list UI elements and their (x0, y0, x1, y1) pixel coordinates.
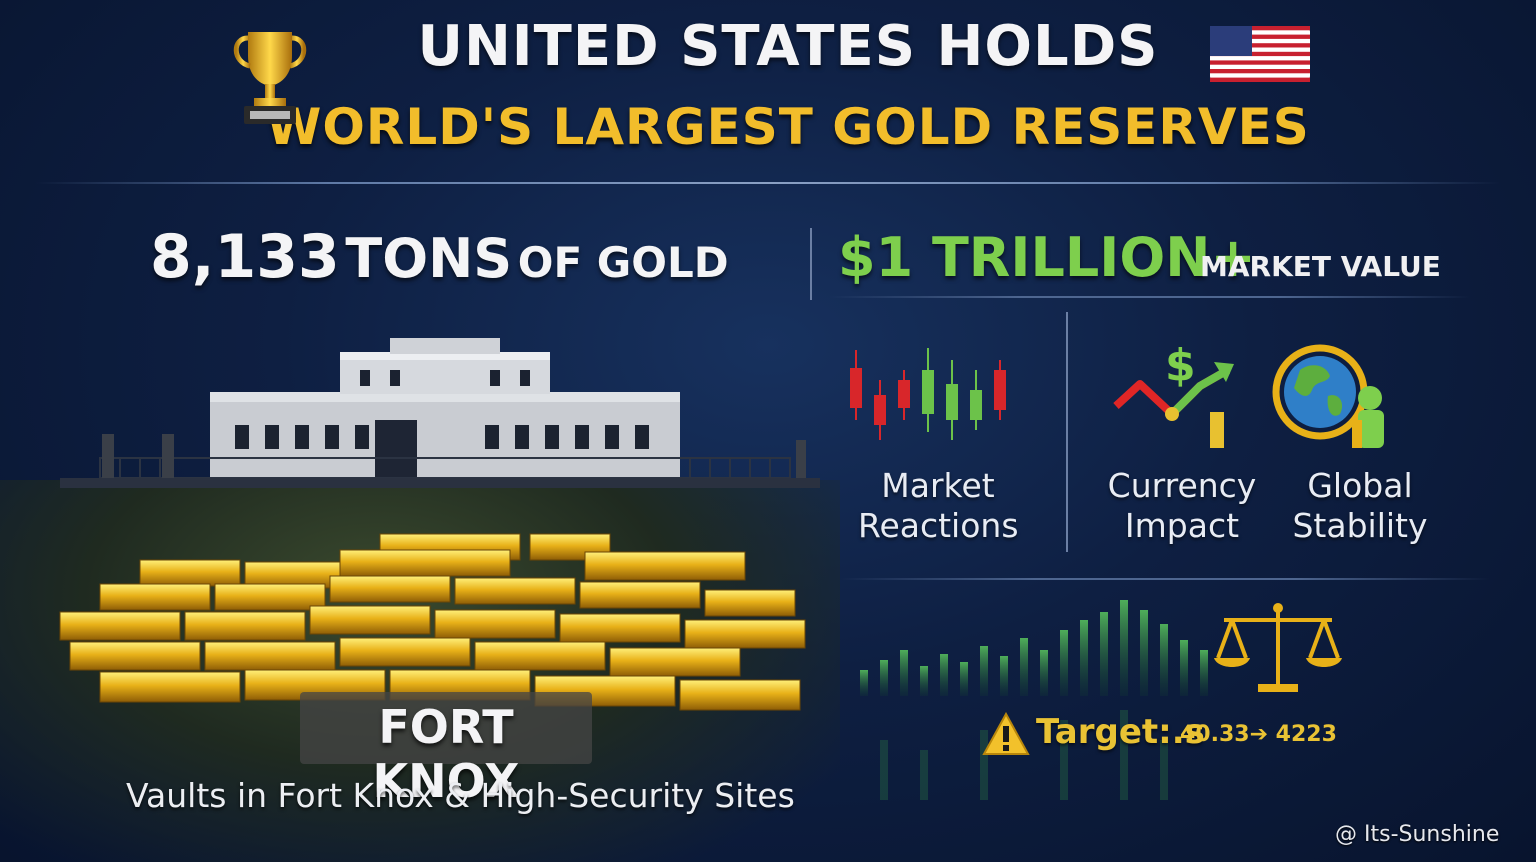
tons-number: 8,133 (150, 222, 340, 292)
target-values: 40.33➔ 4223 (1180, 722, 1337, 747)
us-flag-icon (1210, 26, 1310, 82)
stats-underline (830, 296, 1470, 298)
market-value-amount: $1 TRILLION+ (838, 226, 1256, 289)
tons-stat: 8,133 TONS OF GOLD (150, 222, 729, 292)
watermark: ⮖ @ Its-Sunshine (1328, 822, 1499, 847)
candlestick-chart-icon (840, 340, 1020, 450)
impact-label-currency: Currency Impact (1102, 466, 1262, 546)
globe-icon (1270, 340, 1400, 460)
warning-icon (982, 712, 1030, 756)
market-value-label: MARKET VALUE (1200, 250, 1441, 283)
tons-suffix: OF GOLD (518, 238, 729, 287)
impacts-divider (1066, 312, 1068, 552)
trophy-icon (228, 26, 312, 136)
tons-word: TONS (345, 227, 512, 290)
stats-divider (810, 228, 812, 300)
impact-label-market-line2: Reactions (858, 506, 1018, 546)
impact-label-market-line1: Market (858, 466, 1018, 506)
svg-text:$: $ (1165, 340, 1196, 391)
balance-scale-icon (1210, 600, 1346, 696)
watermark-text: @ Its-Sunshine (1335, 822, 1499, 847)
impact-label-currency-line1: Currency (1102, 466, 1262, 506)
impact-label-global: Global Stability (1280, 466, 1440, 546)
impact-label-currency-line2: Impact (1102, 506, 1262, 546)
gold-bars-image (40, 520, 830, 720)
impact-label-market: Market Reactions (858, 466, 1018, 546)
impact-label-global-line2: Stability (1280, 506, 1440, 546)
fort-knox-building-image (60, 300, 820, 510)
impacts-underline (840, 578, 1490, 580)
impact-label-global-line1: Global (1280, 466, 1440, 506)
vaults-subtitle: Vaults in Fort Knox & High-Security Site… (126, 776, 795, 815)
currency-trend-icon: $ (1110, 336, 1240, 456)
header-divider (36, 182, 1500, 184)
